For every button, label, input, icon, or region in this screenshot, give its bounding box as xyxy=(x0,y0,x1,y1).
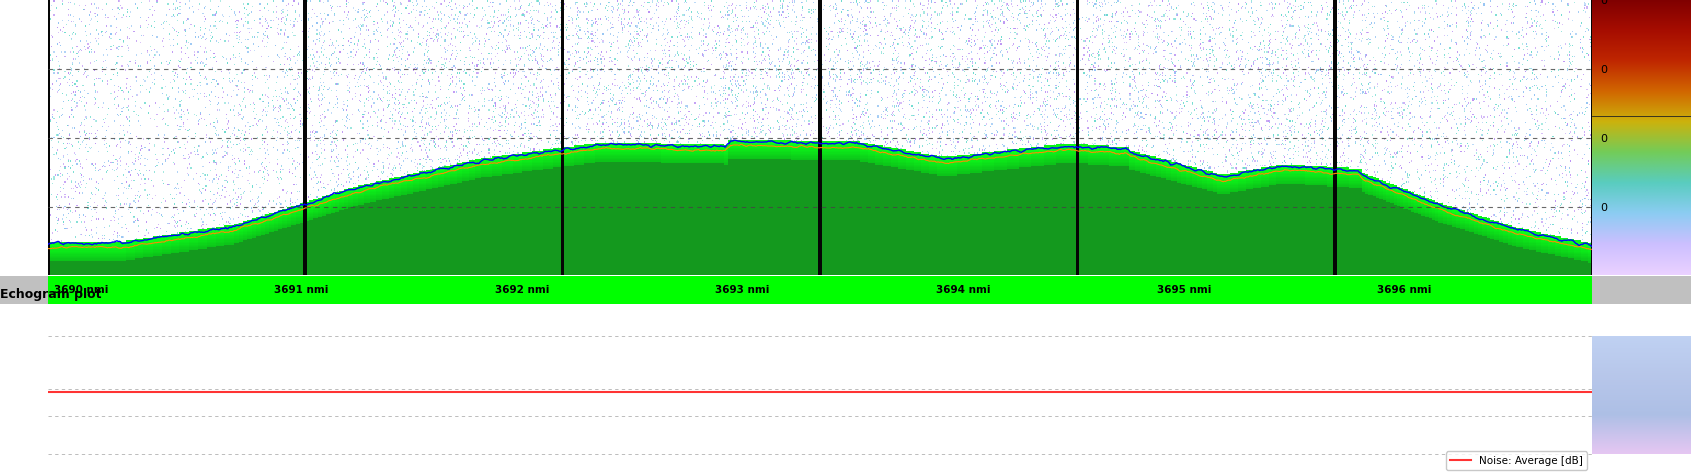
Text: 3691 nmi: 3691 nmi xyxy=(274,285,328,295)
Text: 3696 nmi: 3696 nmi xyxy=(1376,285,1432,295)
Text: 53.2932129: 53.2932129 xyxy=(0,454,41,464)
Text: 3695 nmi: 3695 nmi xyxy=(1157,285,1211,295)
Text: 53.2932129: 53.2932129 xyxy=(0,343,41,353)
Legend: Noise: Average [dB]: Noise: Average [dB] xyxy=(1446,451,1588,470)
Text: 3690 nmi: 3690 nmi xyxy=(54,285,108,295)
Text: 3694 nmi: 3694 nmi xyxy=(937,285,991,295)
Text: 3693 nmi: 3693 nmi xyxy=(715,285,769,295)
Text: 53.2932129: 53.2932129 xyxy=(0,370,41,380)
Text: Echogram plot: Echogram plot xyxy=(0,287,101,301)
Text: 53.2932129: 53.2932129 xyxy=(0,315,41,325)
Text: 3692 nmi: 3692 nmi xyxy=(495,285,550,295)
Text: 53.2932129: 53.2932129 xyxy=(0,399,41,408)
Text: 53.2932129: 53.2932129 xyxy=(0,426,41,436)
